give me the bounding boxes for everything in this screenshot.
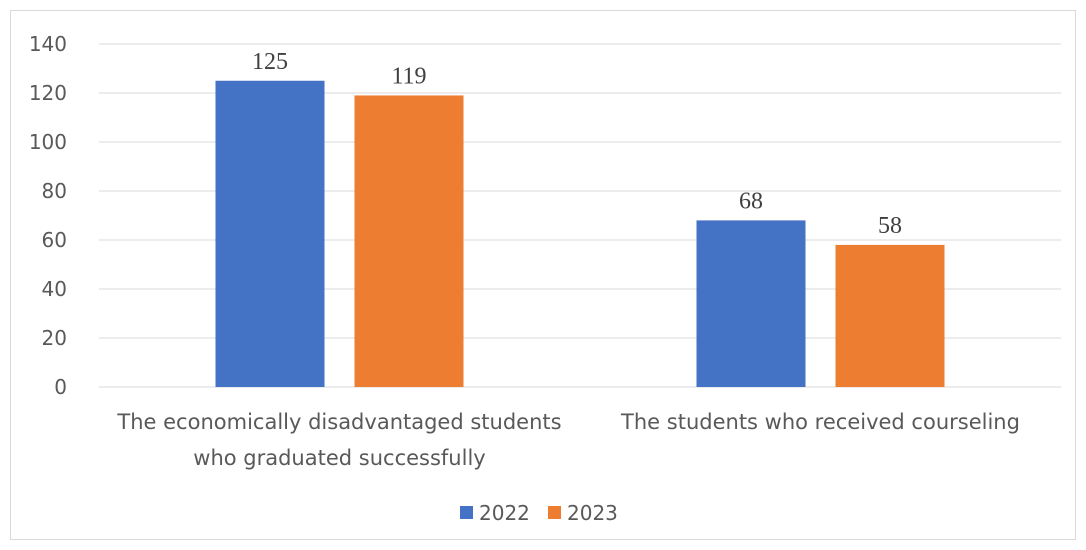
y-tick-label: 20 <box>42 326 67 350</box>
y-tick-label: 60 <box>42 228 67 252</box>
bar-2023-2 <box>835 244 945 387</box>
bar-2023-1 <box>354 95 464 387</box>
category-label: The economically disadvantaged students <box>116 410 561 434</box>
y-tick-label: 80 <box>42 179 67 203</box>
y-tick-label: 140 <box>29 32 67 56</box>
legend: 2022 2023 <box>460 501 618 525</box>
bar-chart: 0 20 40 60 80 100 120 140 125 68 119 58 The econom… <box>29 32 1061 525</box>
y-tick-label: 100 <box>29 130 67 154</box>
y-tick-label: 120 <box>29 81 67 105</box>
data-label: 68 <box>739 188 763 214</box>
y-tick-label: 40 <box>42 277 67 301</box>
category-label: The students who received courseling <box>620 410 1020 434</box>
data-label: 125 <box>252 49 288 75</box>
bar-2022-1 <box>215 80 325 387</box>
data-label: 119 <box>391 63 426 89</box>
x-axis-categories: The economically disadvantaged students w… <box>116 410 1020 470</box>
bars <box>215 80 945 387</box>
y-tick-label: 0 <box>54 375 67 399</box>
legend-swatch-2023 <box>548 506 561 519</box>
legend-swatch-2022 <box>460 506 473 519</box>
data-labels: 125 68 119 58 <box>252 49 902 239</box>
category-label: who graduated successfully <box>193 446 485 470</box>
bar-2022-2 <box>696 220 806 387</box>
legend-label: 2022 <box>479 501 530 525</box>
chart-frame: 0 20 40 60 80 100 120 140 125 68 119 58 The econom… <box>10 10 1076 540</box>
y-axis-ticks: 0 20 40 60 80 100 120 140 <box>29 32 67 399</box>
data-label: 58 <box>878 213 902 239</box>
legend-label: 2023 <box>567 501 618 525</box>
